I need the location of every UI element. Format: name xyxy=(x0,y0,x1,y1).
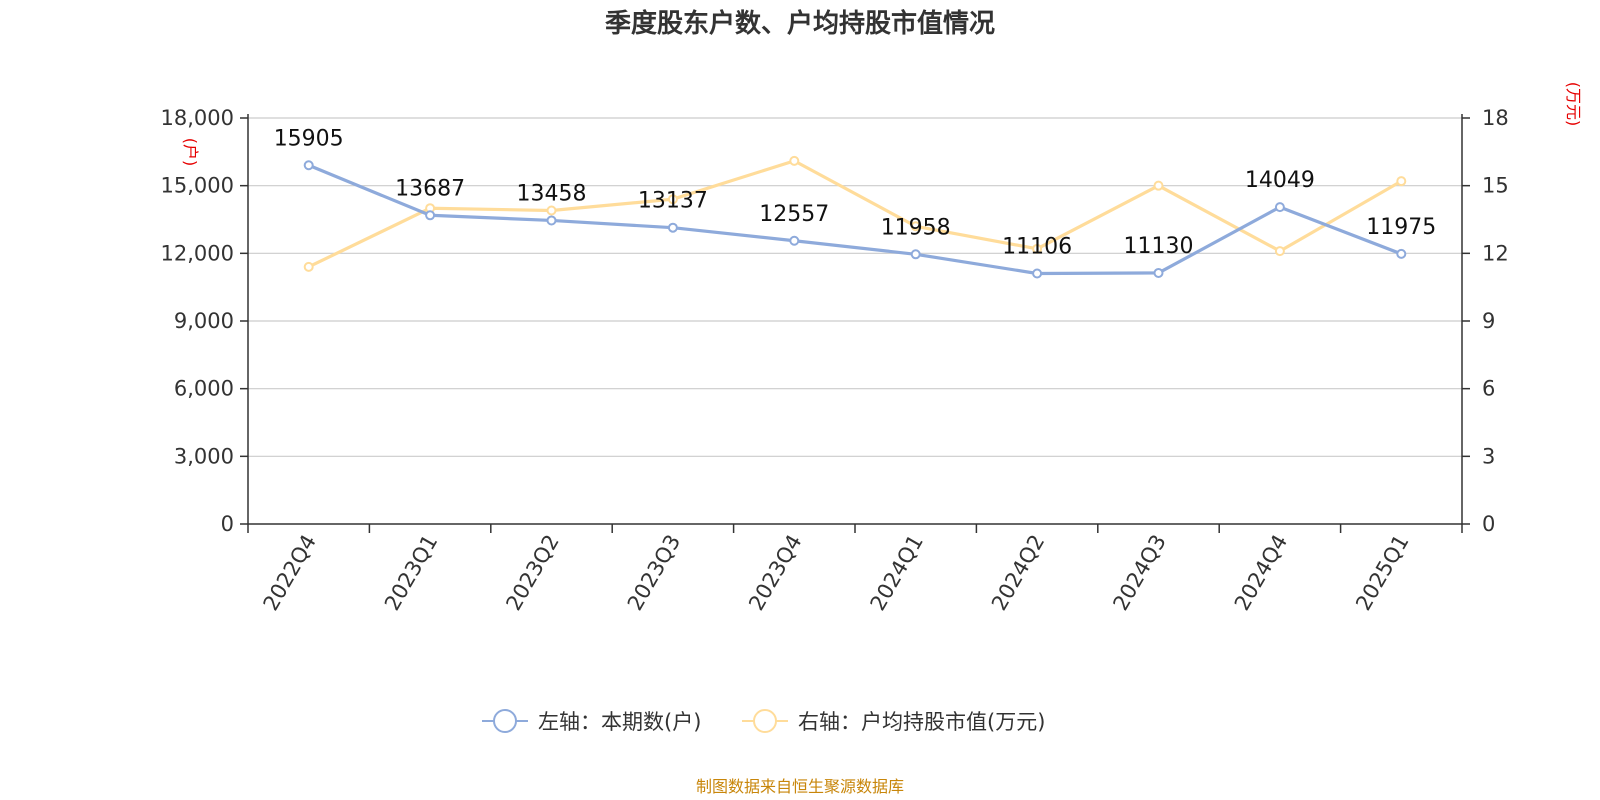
data-label: 11130 xyxy=(1124,234,1194,259)
avg-holding-value-line xyxy=(308,159,1403,269)
shareholder-count-point[interactable] xyxy=(546,215,557,226)
data-label: 12557 xyxy=(759,202,829,227)
left-y-tick-label: 3,000 xyxy=(174,444,234,468)
avg-holding-value-point[interactable] xyxy=(1396,176,1407,187)
x-tick-label: 2024Q3 xyxy=(1108,531,1170,615)
avg-holding-value-point[interactable] xyxy=(1153,180,1164,191)
source-note: 制图数据来自恒生聚源数据库 xyxy=(696,777,904,796)
left-y-tick-label: 15,000 xyxy=(161,174,234,198)
data-label: 11106 xyxy=(1002,234,1072,259)
right-y-ticks: 0 3 6 9 12 15 18 xyxy=(1462,106,1509,536)
left-y-tick-label: 6,000 xyxy=(174,377,234,401)
shareholder-count-point[interactable] xyxy=(910,249,921,260)
shareholder-count-point[interactable] xyxy=(667,222,678,233)
left-axis-unit: (户) xyxy=(181,138,200,167)
legend-label[interactable]: 右轴：户均持股市值(万元) xyxy=(798,710,1045,734)
shareholder-count-point[interactable] xyxy=(1396,248,1407,259)
left-y-tick-label: 12,000 xyxy=(161,241,234,265)
chart-title: 季度股东户数、户均持股市值情况 xyxy=(605,8,995,39)
x-tick-label: 2024Q2 xyxy=(987,531,1049,615)
legend[interactable]: 左轴：本期数(户) 右轴：户均持股市值(万元) xyxy=(482,709,1045,734)
shareholder-count-point[interactable] xyxy=(1274,202,1285,213)
shareholder-count-point[interactable] xyxy=(789,235,800,246)
left-y-tick-label: 9,000 xyxy=(174,309,234,333)
series-right-avg-value xyxy=(303,155,1407,272)
shareholder-count-point[interactable] xyxy=(303,160,314,171)
right-y-tick-label: 0 xyxy=(1482,512,1495,536)
data-labels: 15905 13687 13458 13137 12557 11958 11106 11130… xyxy=(274,126,1437,259)
data-label: 14049 xyxy=(1245,168,1315,193)
data-label: 11958 xyxy=(881,215,951,240)
avg-holding-value-point[interactable] xyxy=(1032,243,1043,254)
data-label: 11975 xyxy=(1366,215,1436,240)
legend-label[interactable]: 左轴：本期数(户) xyxy=(538,710,701,734)
x-tick-label: 2024Q1 xyxy=(866,531,928,615)
x-tick-label: 2023Q4 xyxy=(744,531,806,615)
legend-marker[interactable] xyxy=(753,709,777,733)
data-label: 13687 xyxy=(395,176,465,201)
left-y-ticks: 0 3,000 6,000 9,000 12,000 15,000 18,000 xyxy=(161,106,248,536)
right-y-tick-label: 15 xyxy=(1482,174,1509,198)
x-tick-label: 2024Q4 xyxy=(1230,531,1292,615)
x-tick-label: 2025Q1 xyxy=(1351,531,1413,615)
right-y-tick-label: 12 xyxy=(1482,241,1509,265)
series-left-holders xyxy=(303,160,1407,279)
legend-marker[interactable] xyxy=(493,709,517,733)
x-tick-label: 2023Q2 xyxy=(501,531,563,615)
left-y-tick-label: 18,000 xyxy=(161,106,234,130)
left-y-tick-label: 0 xyxy=(221,512,234,536)
right-y-tick-label: 3 xyxy=(1482,444,1495,468)
right-y-tick-label: 9 xyxy=(1482,309,1495,333)
right-y-tick-label: 18 xyxy=(1482,106,1509,130)
data-label: 13458 xyxy=(517,181,587,206)
shareholder-count-point[interactable] xyxy=(1032,268,1043,279)
shareholder-count-line xyxy=(308,163,1402,276)
x-ticks: 2022Q4 2023Q1 2023Q2 2023Q3 2023Q4 2024Q1 2024… xyxy=(247,524,1463,615)
avg-holding-value-point[interactable] xyxy=(667,194,678,205)
right-y-tick-label: 6 xyxy=(1482,377,1495,401)
x-tick-label: 2023Q3 xyxy=(623,531,685,615)
avg-holding-value-point[interactable] xyxy=(789,155,800,166)
avg-holding-value-point[interactable] xyxy=(303,261,314,272)
gridlines xyxy=(248,117,1462,457)
avg-holding-value-point[interactable] xyxy=(1274,246,1285,257)
avg-holding-value-point[interactable] xyxy=(546,205,557,216)
avg-holding-value-point[interactable] xyxy=(910,221,921,232)
shareholder-count-point[interactable] xyxy=(425,210,436,221)
right-axis-unit: (万元) xyxy=(1564,82,1583,127)
data-label: 13137 xyxy=(638,189,708,214)
shareholder-count-point[interactable] xyxy=(1153,267,1164,278)
x-tick-label: 2022Q4 xyxy=(259,531,321,615)
x-tick-label: 2023Q1 xyxy=(380,531,442,615)
data-label: 15905 xyxy=(274,126,344,151)
